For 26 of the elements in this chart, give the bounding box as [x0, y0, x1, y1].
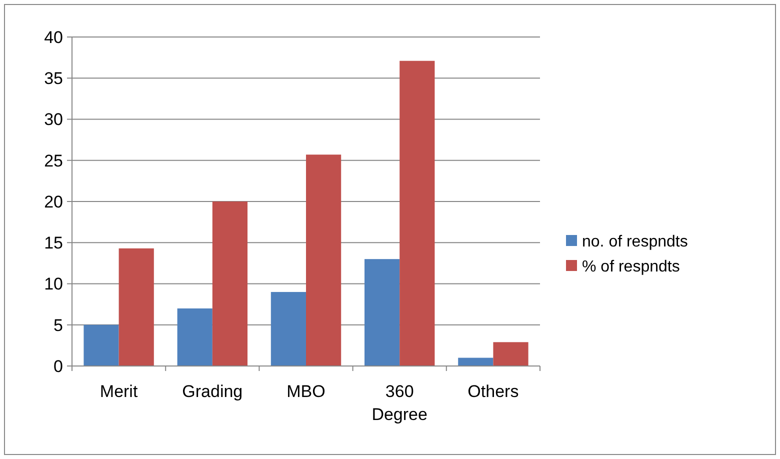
- x-tick-label: Grading: [182, 382, 243, 401]
- bar: [118, 248, 154, 366]
- legend-label: no. of respndts: [582, 234, 688, 251]
- y-tick-label: 30: [44, 110, 63, 130]
- y-tick-label: 0: [54, 356, 63, 376]
- y-tick-label: 5: [54, 316, 63, 335]
- bar: [270, 292, 306, 366]
- bar: [364, 259, 400, 366]
- bar: [212, 202, 248, 366]
- y-tick-label: 10: [44, 274, 63, 294]
- bar: [84, 324, 119, 366]
- x-tick-label: MBO: [286, 382, 326, 401]
- bar: [400, 60, 435, 366]
- bar: [306, 154, 342, 366]
- bar: [493, 342, 528, 366]
- y-tick-label: 15: [44, 234, 63, 253]
- y-tick-label: 20: [44, 192, 63, 212]
- y-tick-label: 25: [44, 151, 63, 170]
- bar: [458, 358, 494, 366]
- y-tick-label: 40: [44, 28, 63, 47]
- legend-label: % of respndts: [582, 258, 680, 276]
- bar: [177, 308, 212, 366]
- y-tick-label: 35: [44, 69, 63, 88]
- x-tick-label: Others: [468, 382, 519, 401]
- x-tick-label: 360 Degree: [372, 382, 428, 424]
- x-tick-label: Merit: [100, 382, 138, 401]
